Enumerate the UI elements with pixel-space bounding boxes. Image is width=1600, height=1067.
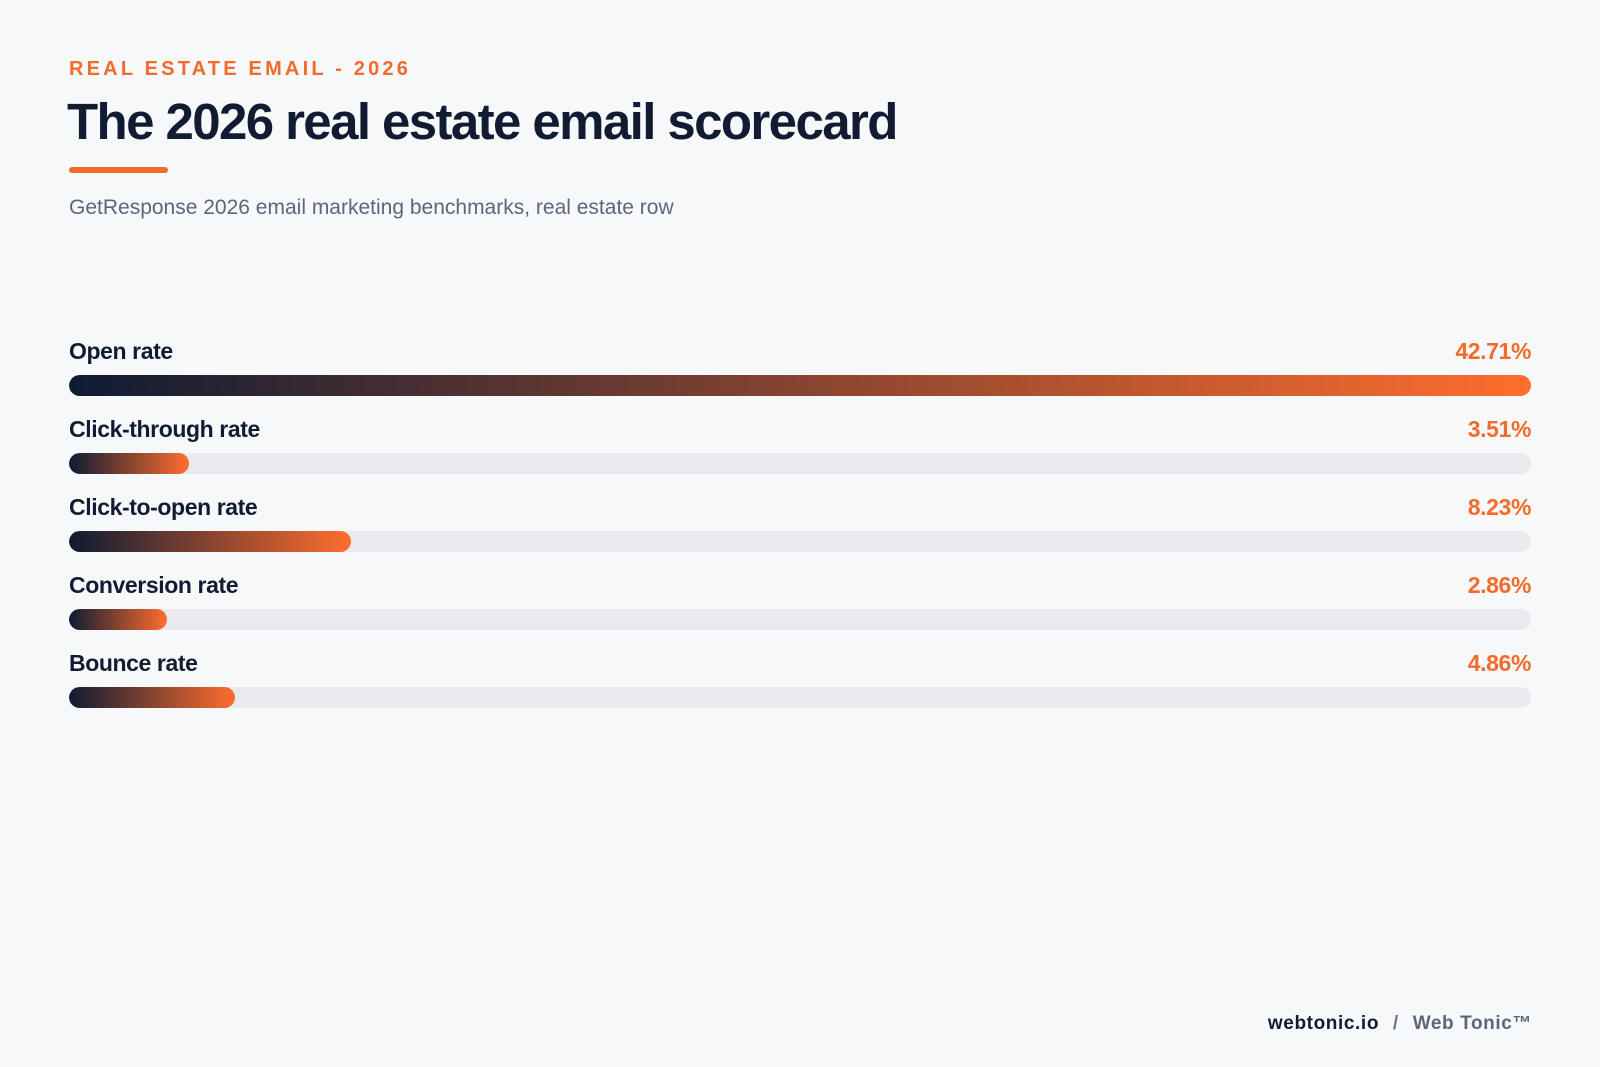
eyebrow-label: REAL ESTATE EMAIL - 2026 <box>69 58 412 80</box>
subtitle: GetResponse 2026 email marketing benchma… <box>69 196 674 219</box>
bar-track <box>69 609 1531 630</box>
bar-track <box>69 687 1531 708</box>
bar <box>69 531 351 552</box>
bar <box>69 687 236 708</box>
title-underline <box>69 167 168 173</box>
bar-value-label: 8.23% <box>1467 494 1532 520</box>
bar-row: Conversion rate 2.86% <box>69 570 1531 648</box>
bar-row: Click-through rate 3.51% <box>69 414 1531 492</box>
bar-label: Bounce rate <box>69 650 198 676</box>
bar-value-label: 4.86% <box>1467 650 1532 676</box>
bar <box>69 375 1531 396</box>
bar-row: Click-to-open rate 8.23% <box>69 492 1531 570</box>
scorecard-chart: Open rate 42.71% Click-through rate 3.51% Cl… <box>69 336 1531 726</box>
bar-row: Open rate 42.71% <box>69 336 1531 414</box>
bar-value-label: 2.86% <box>1467 572 1532 598</box>
bar-label: Conversion rate <box>69 572 239 598</box>
bar <box>69 453 190 474</box>
bar-label: Click-through rate <box>69 416 260 442</box>
footer-brand: Web Tonic™ <box>1412 1013 1532 1034</box>
bar-label: Open rate <box>69 338 173 364</box>
bar-track <box>69 453 1531 474</box>
page-title: The 2026 real estate email scorecard <box>67 93 898 150</box>
bar-track <box>69 531 1531 552</box>
bar-value-label: 3.51% <box>1467 416 1532 442</box>
footer-separator: / <box>1392 1013 1399 1034</box>
bar <box>69 609 167 630</box>
bar-label: Click-to-open rate <box>69 494 258 520</box>
bar-track <box>69 375 1531 396</box>
footer-domain[interactable]: webtonic.io <box>1267 1013 1380 1034</box>
bar-value-label: 42.71% <box>1455 338 1531 364</box>
footer-credit: webtonic.io / Web Tonic™ <box>1268 1013 1532 1035</box>
bar-row: Bounce rate 4.86% <box>69 648 1531 726</box>
